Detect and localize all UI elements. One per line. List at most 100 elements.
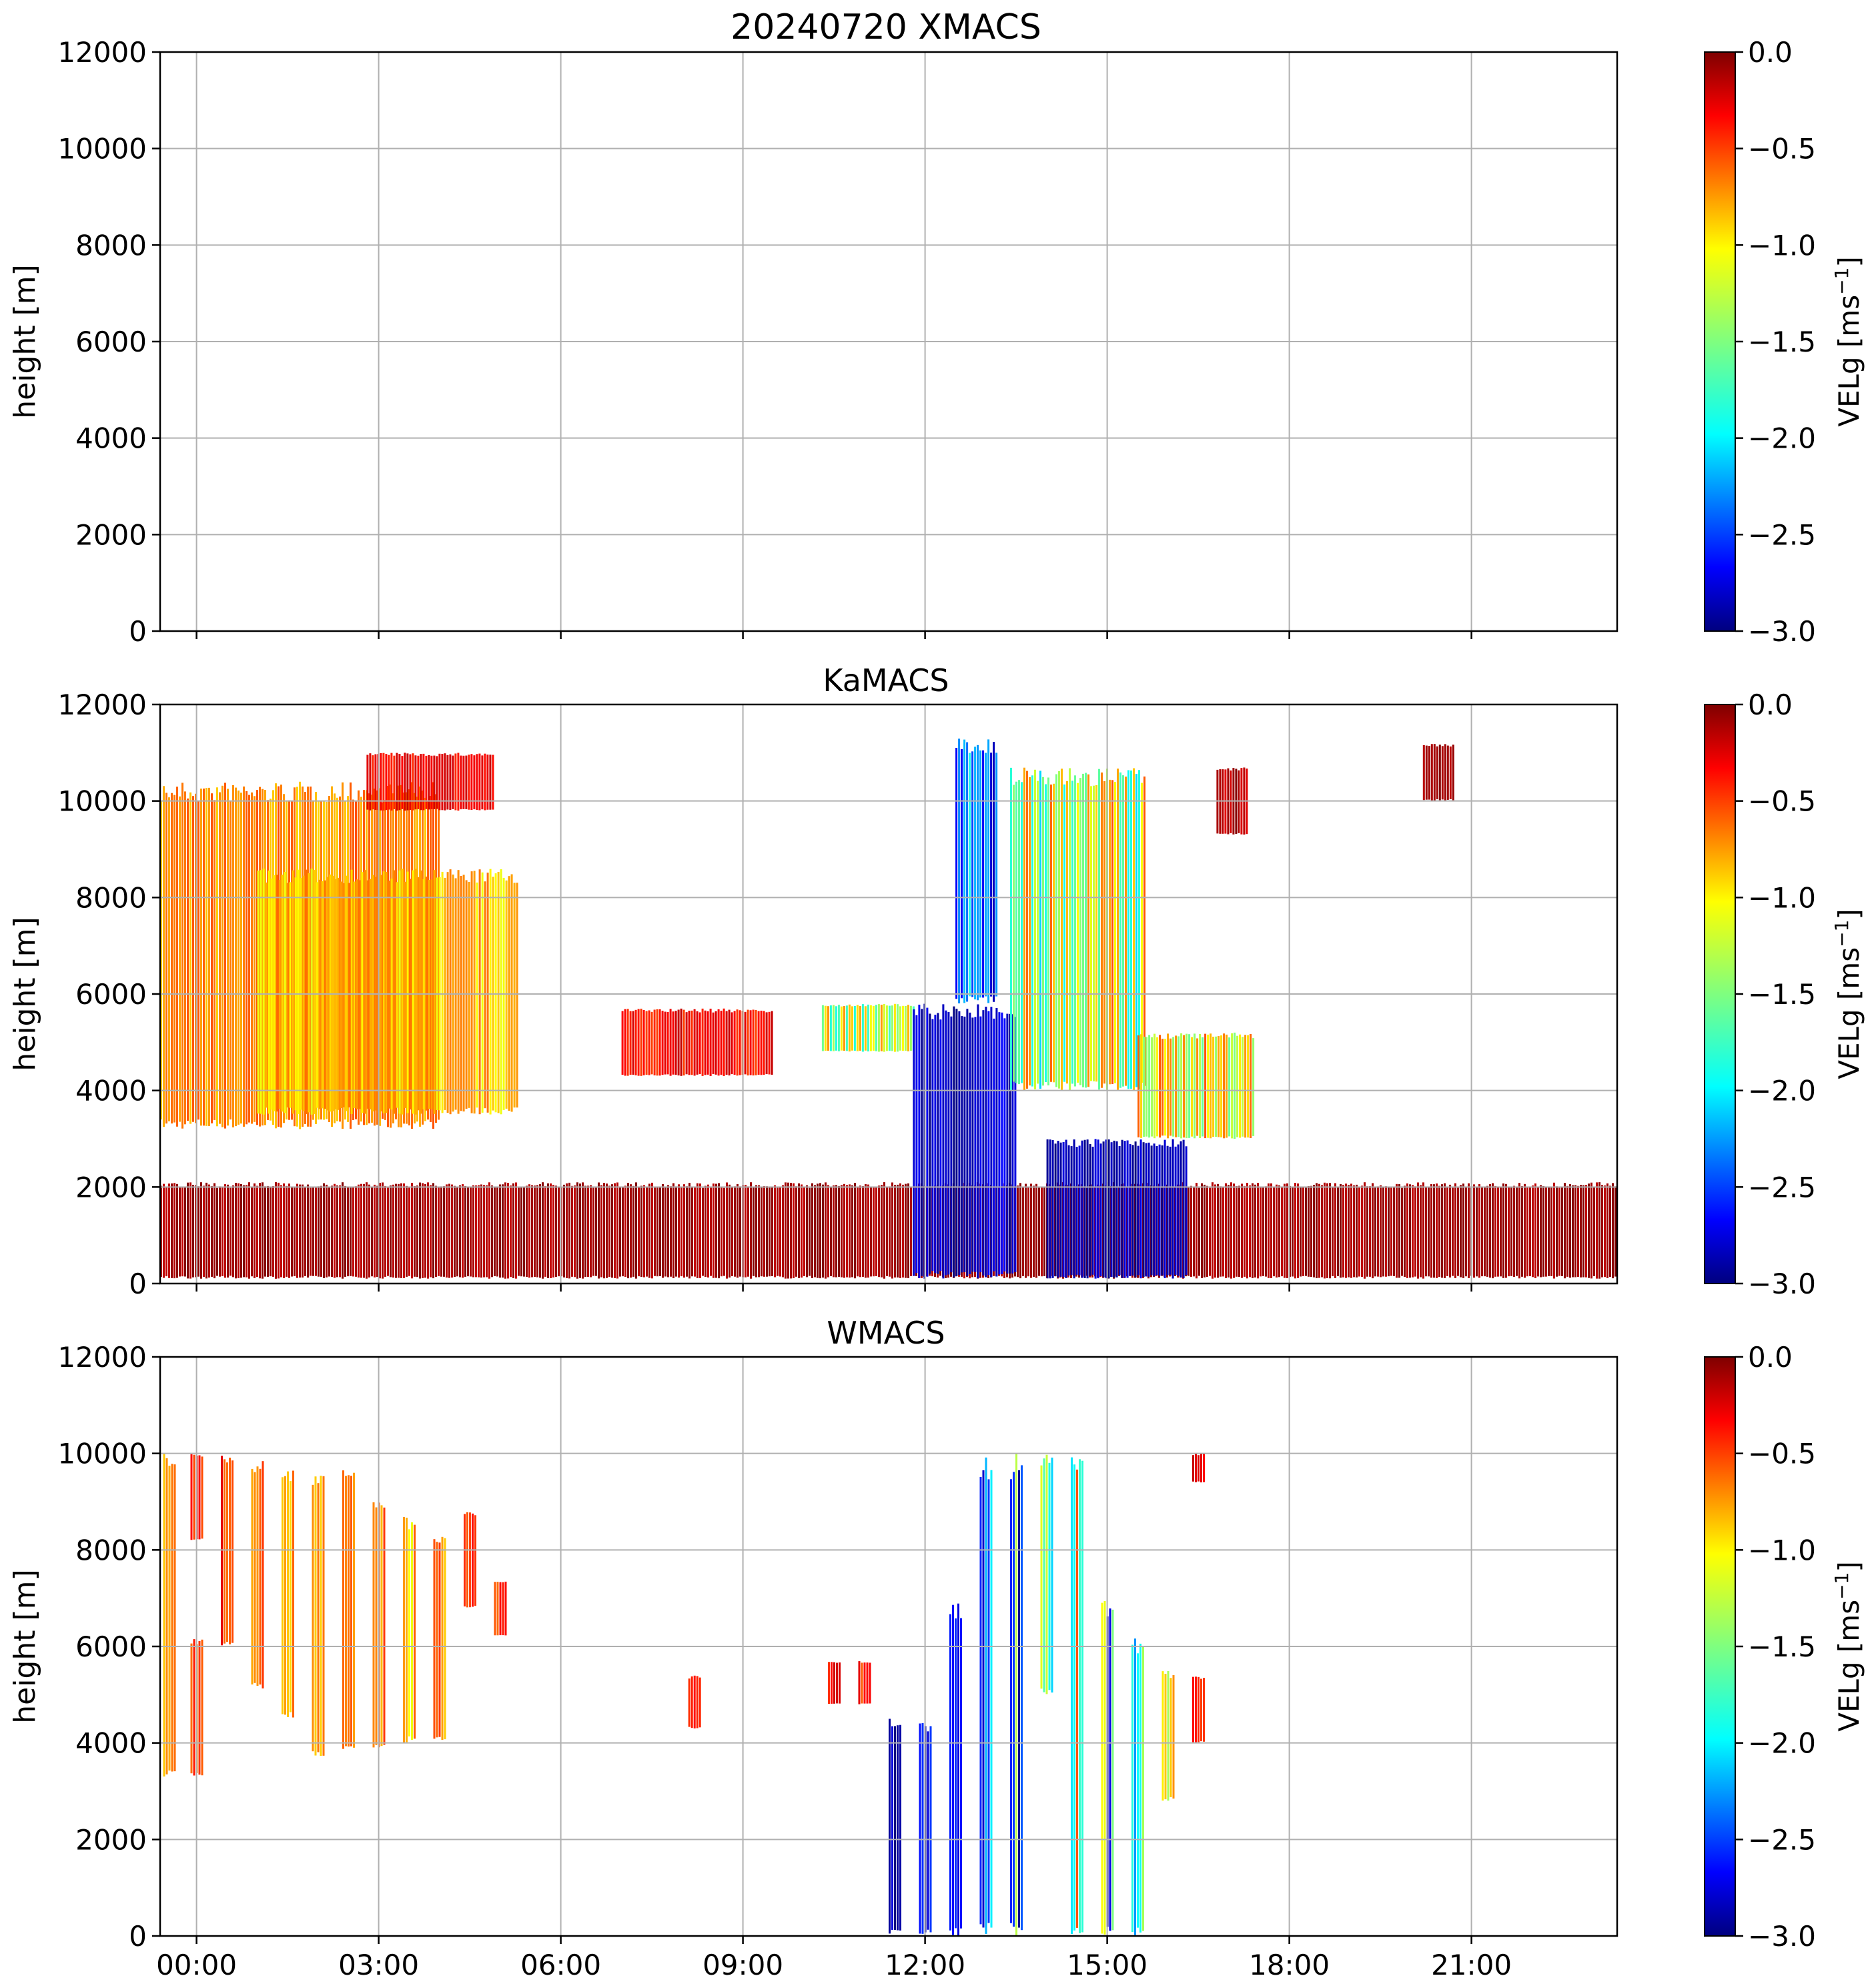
kamacs-data-stripe bbox=[1366, 1186, 1368, 1277]
kamacs-data-stripe bbox=[304, 792, 306, 1124]
kamacs-data-stripe bbox=[1305, 1187, 1307, 1276]
kamacs-data-stripe bbox=[516, 883, 518, 1108]
kamacs-data-stripe bbox=[457, 870, 460, 1114]
kamacs-data-stripe bbox=[260, 870, 262, 1114]
kamacs-data-stripe bbox=[616, 1182, 618, 1279]
kamacs-data-stripe bbox=[518, 1187, 520, 1276]
kamacs-data-stripe bbox=[1018, 780, 1020, 1085]
kamacs-data-stripe bbox=[963, 739, 966, 1003]
wmacs-data-stripe bbox=[889, 1718, 891, 1934]
kamacs-data-stripe bbox=[1073, 1139, 1075, 1279]
kamacs-data-stripe bbox=[1302, 1187, 1304, 1276]
kamacs-data-stripe bbox=[1241, 1183, 1243, 1278]
kamacs-data-stripe bbox=[1234, 1032, 1236, 1139]
kamacs-data-stripe bbox=[1262, 1187, 1264, 1276]
kamacs-data-stripe bbox=[672, 1011, 674, 1075]
wmacs-y-tick-label: 8000 bbox=[75, 1534, 147, 1566]
kamacs-data-stripe bbox=[1242, 1037, 1244, 1137]
kamacs-data-stripe bbox=[396, 753, 398, 811]
wmacs-data-stripe bbox=[828, 1662, 830, 1704]
kamacs-data-stripe bbox=[827, 1185, 829, 1278]
kamacs-data-stripe bbox=[1067, 1145, 1070, 1276]
kamacs-data-stripe bbox=[1406, 1183, 1408, 1278]
kamacs-data-stripe bbox=[268, 870, 270, 1114]
kamacs-data-stripe bbox=[360, 1183, 362, 1278]
kamacs-data-stripe bbox=[712, 1012, 715, 1074]
kamacs-data-stripe bbox=[787, 1182, 789, 1279]
kamacs-data-stripe bbox=[963, 1016, 966, 1272]
wmacs-region-6 bbox=[312, 1476, 325, 1757]
kamacs-data-stripe bbox=[723, 1187, 725, 1276]
wmacs-data-stripe bbox=[696, 1676, 698, 1728]
kamacs-data-stripe bbox=[661, 1011, 664, 1075]
kamacs-data-stripe bbox=[262, 789, 264, 1126]
kamacs-data-stripe bbox=[344, 801, 346, 1120]
wmacs-data-stripe bbox=[891, 1726, 893, 1930]
kamacs-data-stripe bbox=[856, 1005, 859, 1051]
kamacs-data-stripe bbox=[221, 785, 223, 1127]
kamacs-data-stripe bbox=[568, 1182, 570, 1279]
xmacs-y-tick-label: 8000 bbox=[75, 229, 147, 262]
wmacs-data-stripe bbox=[312, 1484, 314, 1752]
kamacs-data-stripe bbox=[1013, 785, 1015, 1082]
wmacs-data-stripe bbox=[1134, 1638, 1136, 1935]
kamacs-data-stripe bbox=[286, 1185, 288, 1277]
kamacs-data-stripe bbox=[728, 1009, 731, 1076]
wmacs-data-stripe bbox=[502, 1582, 504, 1636]
kamacs-data-stripe bbox=[1276, 1184, 1278, 1278]
kamacs-data-stripe bbox=[1114, 782, 1116, 1083]
wmacs-data-stripe bbox=[1079, 1459, 1081, 1933]
kamacs-data-stripe bbox=[1022, 1187, 1024, 1276]
kamacs-data-stripe bbox=[227, 789, 229, 1126]
kamacs-data-stripe bbox=[822, 1184, 824, 1278]
kamacs-data-stripe bbox=[320, 801, 322, 1120]
kamacs-data-stripe bbox=[360, 797, 362, 1122]
kamacs-data-stripe bbox=[403, 793, 405, 1124]
wmacs-data-stripe bbox=[1051, 1457, 1053, 1693]
kamacs-data-stripe bbox=[385, 872, 388, 1113]
xmacs-y-tick-label: 0 bbox=[129, 615, 147, 648]
kamacs-data-stripe bbox=[348, 883, 350, 1107]
kamacs-data-stripe bbox=[1126, 1140, 1129, 1278]
kamacs-data-stripe bbox=[312, 1187, 314, 1276]
kamacs-data-stripe bbox=[371, 1187, 373, 1277]
kamacs-data-stripe bbox=[637, 1009, 640, 1076]
kamacs-data-stripe bbox=[494, 1187, 496, 1276]
kamacs-data-stripe bbox=[411, 1183, 413, 1279]
kamacs-data-stripe bbox=[648, 1010, 650, 1075]
kamacs-data-stripe bbox=[864, 1006, 867, 1051]
kamacs-data-stripe bbox=[323, 1183, 325, 1278]
kamacs-data-stripe bbox=[696, 1183, 698, 1278]
wmacs-data-stripe bbox=[866, 1662, 869, 1704]
colorbar-wmacs: VELg [ms−1] 0.0 −0.5 −1.0 −1.5 −2.0 −2.5 −3.0 bbox=[1704, 1341, 1865, 1953]
kamacs-data-stripe bbox=[1393, 1187, 1395, 1276]
kamacs-data-stripe bbox=[1180, 1033, 1183, 1139]
kamacs-data-stripe bbox=[213, 800, 215, 1120]
kamacs-data-stripe bbox=[731, 1187, 733, 1276]
wmacs-y-tick-label: 6000 bbox=[75, 1630, 147, 1663]
kamacs-data-stripe bbox=[584, 1185, 586, 1278]
panel-xmacs: 0 2000 4000 6000 8000 10000 12000 height [m] bbox=[8, 36, 1618, 648]
wmacs-data-stripe bbox=[688, 1678, 690, 1727]
wmacs-data-stripe bbox=[494, 1582, 496, 1636]
kamacs-data-stripe bbox=[441, 871, 444, 1113]
kamacs-data-stripe bbox=[492, 755, 494, 810]
wmacs-plot-area: 0 2000 4000 6000 8000 10000 12000 00:00 03:00 06:… bbox=[57, 1341, 1618, 1981]
wmacs-data-stripe bbox=[921, 1723, 924, 1934]
kamacs-data-stripe bbox=[1430, 1183, 1432, 1278]
kamacs-data-stripe bbox=[353, 881, 356, 1109]
kamacs-data-stripe bbox=[1601, 1185, 1603, 1278]
kamacs-data-stripe bbox=[790, 1183, 792, 1279]
colorbar-kamacs-gradient bbox=[1704, 704, 1736, 1284]
kamacs-data-stripe bbox=[683, 1184, 685, 1278]
kamacs-data-stripe bbox=[1045, 784, 1047, 1082]
kamacs-data-stripe bbox=[272, 1186, 274, 1277]
kamacs-data-stripe bbox=[1204, 1033, 1207, 1139]
wmacs-data-stripe bbox=[317, 1483, 320, 1753]
xmacs-y-ticks: 0 2000 4000 6000 8000 10000 12000 bbox=[57, 36, 160, 648]
kamacs-data-stripe bbox=[502, 1184, 504, 1278]
kamacs-data-stripe bbox=[1513, 1185, 1515, 1278]
kamacs-data-stripe bbox=[449, 754, 452, 810]
kamacs-y-tick-label: 12000 bbox=[57, 688, 147, 721]
kamacs-data-stripe bbox=[902, 1184, 904, 1278]
